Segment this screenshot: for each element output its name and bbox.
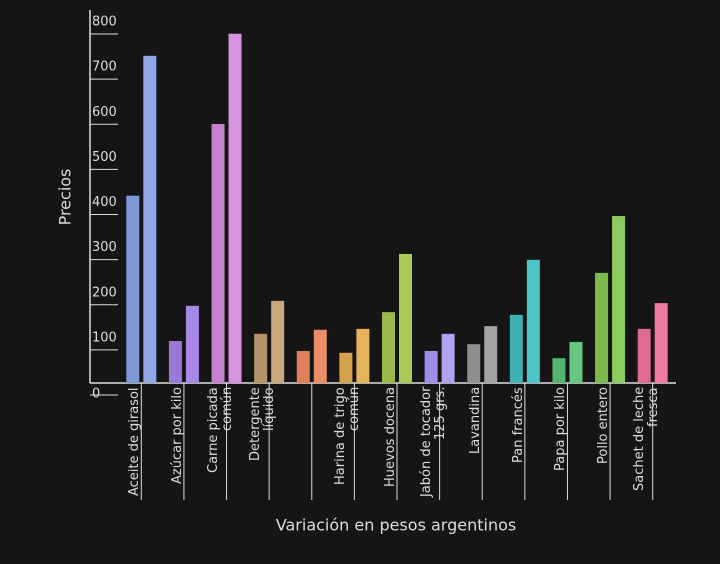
y-tick-label: 200 [92,285,117,300]
bar [185,305,199,383]
x-axis-label: Variación en pesos argentinos [276,516,516,535]
bar [339,352,353,383]
bar [126,195,140,383]
y-tick-label: 500 [92,150,117,165]
x-tick-label: Huevos docena [383,387,398,488]
bar [612,216,626,383]
y-tick-label: 400 [92,195,117,210]
x-tick-label: Pollo entero [596,387,612,464]
bar [484,326,498,383]
x-tick-label: Detergente líquido [248,387,278,461]
bar [467,344,481,383]
y-tick-label: 0 [92,387,100,402]
x-tick-label: Pan francés [510,387,526,463]
y-tick-label: 800 [92,15,117,30]
bar [595,272,609,383]
y-tick-label: 300 [92,240,117,255]
x-tick-label: Azúcar por kilo [169,387,185,484]
bar [441,333,455,383]
bar [526,259,540,383]
y-tick-label: 100 [92,330,117,345]
bar [382,312,395,383]
bar [552,358,566,383]
y-tick-label: 600 [92,105,117,120]
bar [356,328,370,383]
x-tick-label: Harina de trigo común [333,387,363,485]
bar [143,55,157,383]
x-tick-label: Lavandina [468,387,484,455]
x-tick-label: Sachet de leche fresca [631,387,661,492]
y-axis-label: Precios [56,169,75,226]
x-tick-label: Jabón de tocador 125 grs. [418,387,448,498]
bar [654,303,668,383]
y-tick-label: 700 [92,60,117,75]
x-tick-label: Carne picada común [205,387,235,473]
bar [399,253,412,383]
bar [424,350,438,383]
bar [569,341,583,383]
bar [254,333,268,383]
bar [168,341,182,383]
bar [271,300,285,383]
bar [296,350,310,383]
bar [509,314,523,383]
bar [211,123,225,384]
bar [637,328,651,383]
x-tick-label: Aceite de girasol [127,387,143,496]
x-tick-label: Papa por kilo [553,387,569,471]
bar [228,33,242,384]
bar [313,329,327,383]
